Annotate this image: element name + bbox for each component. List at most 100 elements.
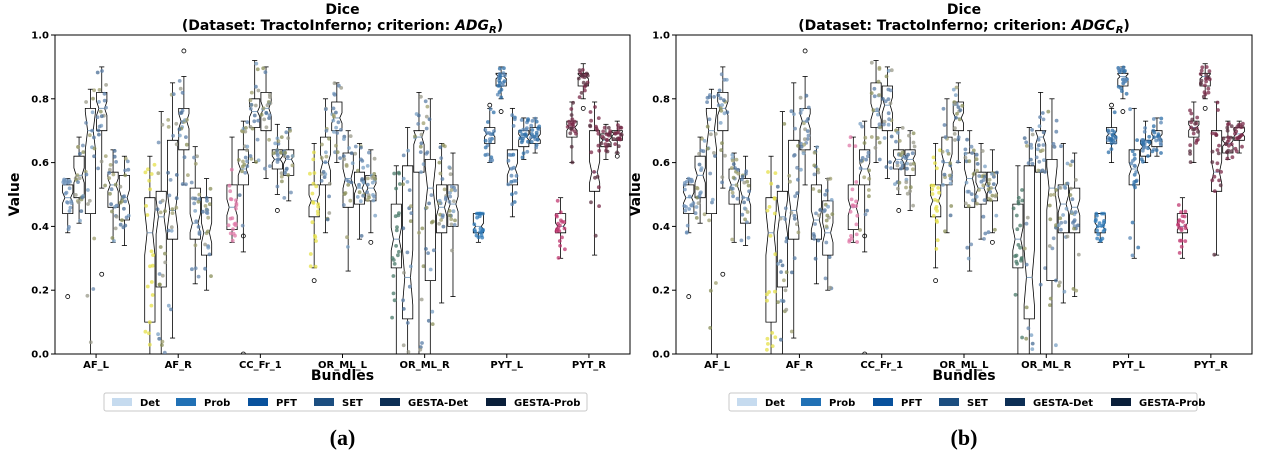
box-gesta-prob-cc-fr-1 (903, 130, 917, 211)
jitter-point (792, 213, 797, 218)
jitter-point (804, 93, 809, 98)
jitter-point (440, 177, 445, 181)
jitter-point (896, 186, 900, 191)
jitter-point (1120, 89, 1124, 93)
jitter-point (180, 182, 185, 186)
jitter-point (167, 193, 172, 198)
jitter-point (963, 151, 968, 156)
jitter-point (1029, 142, 1033, 147)
jitter-point (203, 266, 208, 271)
notched-box (1117, 72, 1129, 87)
jitter-point (193, 266, 198, 271)
box-set-af-r (798, 48, 811, 186)
notched-box (776, 190, 788, 288)
flier-point (99, 271, 105, 277)
jitter-point (190, 267, 194, 272)
jitter-point (1054, 223, 1058, 228)
jitter-point (886, 68, 891, 73)
box-pft-af-l (705, 88, 718, 354)
jitter-point (595, 174, 600, 179)
jitter-point (327, 211, 332, 215)
jitter-point (776, 262, 780, 266)
jitter-point (275, 151, 280, 156)
box-gesta-det-af-r (189, 146, 202, 285)
jitter-point (240, 169, 244, 174)
jitter-point (696, 201, 701, 206)
jitter-point (431, 248, 436, 253)
jitter-point (1159, 116, 1164, 121)
jitter-point (965, 245, 970, 250)
jitter-point (731, 194, 735, 199)
jitter-point (193, 161, 198, 166)
jitter-point (824, 218, 829, 223)
jitter-point (520, 155, 525, 160)
jitter-point (1217, 178, 1221, 183)
jitter-point (316, 204, 321, 209)
jitter-point (1054, 343, 1058, 348)
jitter-point (163, 260, 168, 265)
jitter-point (745, 179, 750, 184)
jitter-point (1183, 226, 1188, 231)
jitter-point (1109, 147, 1114, 152)
jitter-point (479, 230, 484, 235)
jitter-point (765, 336, 770, 341)
jitter-point (78, 151, 82, 156)
jitter-point (1151, 124, 1156, 129)
jitter-point (126, 167, 131, 172)
jitter-point (437, 198, 442, 203)
jitter-point (228, 189, 233, 194)
jitter-point (697, 162, 702, 167)
jitter-point (453, 218, 457, 223)
jitter-point (974, 157, 979, 162)
jitter-point (877, 140, 882, 145)
flier-point (862, 351, 868, 354)
jitter-point (84, 121, 88, 125)
jitter-point (325, 217, 330, 222)
jitter-point (745, 220, 749, 225)
jitter-point (81, 150, 86, 155)
jitter-point (1040, 148, 1045, 153)
jitter-point (252, 119, 257, 124)
box-gesta-det-af-l (107, 149, 119, 243)
jitter-point (245, 159, 250, 164)
jitter-point (597, 204, 601, 209)
jitter-point (577, 95, 582, 99)
jitter-point (802, 142, 806, 147)
box-set-or-ml-r (423, 98, 436, 354)
jitter-point (945, 149, 950, 153)
jitter-point (792, 216, 797, 221)
jitter-point (702, 139, 707, 143)
jitter-point (97, 132, 101, 137)
jitter-point (743, 217, 747, 222)
x-tick-label: CC_Fr_1 (239, 360, 282, 371)
jitter-point (109, 202, 113, 207)
jitter-point (933, 206, 938, 211)
notched-box (1128, 149, 1140, 186)
jitter-point (104, 105, 108, 110)
jitter-point (319, 179, 324, 183)
jitter-point (196, 199, 201, 204)
x-tick-label: PYT_L (490, 360, 523, 371)
jitter-point (1024, 221, 1029, 226)
notched-box (283, 149, 295, 176)
jitter-point (971, 172, 976, 176)
jitter-point (271, 151, 276, 156)
jitter-point (766, 342, 770, 346)
jitter-point (397, 249, 401, 254)
jitter-point (1177, 251, 1182, 255)
jitter-point (534, 119, 539, 124)
jitter-point (730, 153, 735, 157)
flier-point (181, 48, 187, 54)
jitter-point (534, 133, 539, 137)
jitter-point (502, 66, 506, 71)
jitter-point (448, 190, 452, 195)
jitter-point (694, 216, 699, 220)
jitter-point (1134, 170, 1138, 174)
jitter-point (452, 223, 457, 227)
jitter-point (474, 233, 479, 238)
jitter-point (254, 84, 258, 89)
jitter-point (1130, 253, 1135, 258)
jitter-point (263, 166, 267, 171)
jitter-point (367, 150, 371, 155)
jitter-point (529, 123, 534, 128)
